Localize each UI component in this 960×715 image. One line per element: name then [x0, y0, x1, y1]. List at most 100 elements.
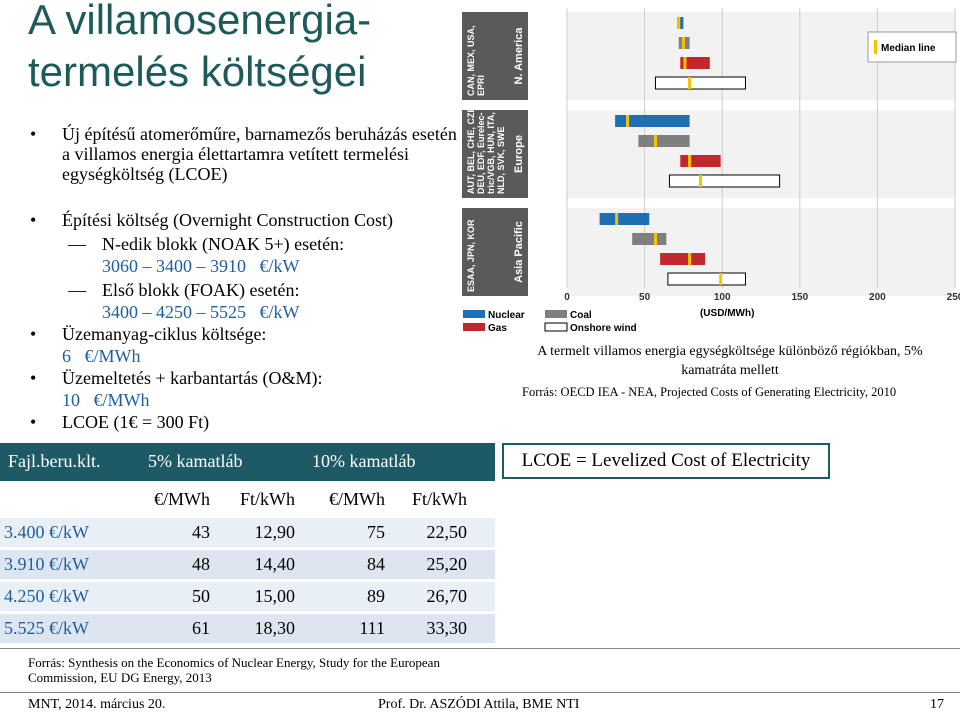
title-line: A villamosenergia-: [28, 0, 372, 43]
table-row-bg: [0, 614, 495, 643]
table-cell: 4.250 €/kW: [4, 586, 89, 606]
table-cell: 12,90: [254, 522, 296, 542]
median-line: [681, 37, 685, 49]
region-countries: AUT, BEL, CHE, CZE,: [466, 104, 476, 194]
region-name: Europe: [513, 135, 525, 173]
category-label: Onshore wind: [523, 77, 562, 99]
x-tick-label: 250: [947, 292, 960, 303]
category-label: Gas: [543, 56, 562, 67]
legend-swatch: [874, 40, 877, 54]
bullet-text: N-edik blokk (NOAK 5+) esetén:: [102, 234, 345, 254]
median-line: [698, 175, 702, 187]
dash: —: [68, 234, 86, 254]
lcoe-box: LCOE = Levelized Cost of Electricity: [502, 443, 830, 479]
legend-swatch: [544, 322, 568, 332]
range-bar: [615, 115, 690, 127]
category-label: Onshore wind: [523, 273, 562, 295]
table-cell: 3.400 €/kW: [4, 522, 89, 542]
median-line: [719, 273, 723, 285]
rule: [0, 692, 960, 693]
legend-box: [867, 31, 957, 63]
median-line: [615, 213, 619, 225]
table-cell: 89: [367, 586, 385, 606]
range-bar: [680, 155, 721, 167]
table-header-cell: Fajl.beru.klt.: [8, 451, 101, 471]
bullet-text: LCOE (1€ = 300 Ft): [62, 412, 210, 432]
region-countries: CAN, MEX, USA,: [466, 25, 476, 96]
bullet-value: 10 €/MWh: [62, 390, 150, 410]
range-bar: [599, 213, 650, 225]
chart: N. America CAN, MEX, USA, EPRI Europe AUT, B…: [462, 8, 960, 334]
range-bar: [638, 135, 690, 147]
table-cell: 43: [192, 522, 210, 542]
range-bar: [668, 174, 781, 188]
bullet-dot: •: [30, 210, 37, 230]
region-name: Asia Pacific: [513, 221, 525, 283]
bullet-text: Üzemanyag-ciklus költsége:: [62, 324, 267, 344]
table-row-bg: [0, 518, 495, 547]
rule: [0, 648, 960, 649]
region-countries: tric/VGB, HUN, ITA,: [486, 112, 496, 194]
table-cell: 5.525 €/kW: [4, 618, 89, 638]
median-line: [688, 253, 692, 265]
x-tick-label: 0: [564, 292, 570, 303]
table-cell: 48: [192, 554, 210, 574]
bullet-value: 3400 – 4250 – 5525 €/kW: [102, 302, 300, 322]
legend-swatch: [463, 310, 485, 318]
category-label: Nuclear: [527, 212, 562, 223]
table-unit: Ft/kWh: [411, 489, 467, 509]
table-cell: 50: [192, 586, 210, 606]
region-countries: DEU, EDF, Eurelec-: [476, 112, 486, 194]
table-cell: 15,00: [254, 586, 296, 606]
range-bar: [660, 253, 706, 265]
footer-center: Prof. Dr. ASZÓDI Attila, BME NTI: [378, 697, 580, 712]
category-label: Coal: [541, 134, 562, 145]
median-line: [688, 155, 692, 167]
table-cell: 84: [367, 554, 385, 574]
x-tick-label: 150: [791, 292, 808, 303]
region-band: [462, 110, 528, 198]
table-unit: Ft/kWh: [239, 489, 295, 509]
region-band: [462, 208, 528, 296]
table-row-bg: [0, 582, 495, 611]
table-header-cell: 5% kamatláb: [148, 451, 243, 471]
range-bar: [667, 272, 746, 286]
legend-label: Onshore wind: [570, 323, 637, 334]
category-label: Nuclear: [527, 16, 562, 27]
table-cell: 14,40: [254, 554, 296, 574]
table-unit: €/MWh: [329, 489, 385, 509]
bullet-text: Építési költség (Overnight Construction …: [62, 210, 393, 230]
bullet-dot: •: [30, 412, 37, 432]
chart-caption: A termelt villamos energia egységköltség…: [537, 344, 923, 378]
median-line: [683, 57, 687, 69]
median-line: [677, 17, 681, 29]
bullet-dot: •: [30, 124, 37, 144]
bullet-dot: •: [30, 324, 37, 344]
region-name: N. America: [513, 27, 525, 85]
category-label: Onshore wind: [523, 175, 562, 197]
bullet-text: Első blokk (FOAK) esetén:: [102, 280, 300, 300]
x-tick-label: 100: [714, 292, 731, 303]
title-line: termelés költségei: [28, 48, 367, 95]
table-header: [0, 443, 495, 481]
range-bar: [632, 233, 667, 245]
region-countries: NLD, SVK, SWE: [496, 126, 506, 194]
footer-left: MNT, 2014. március 20.: [28, 697, 166, 712]
category-label: Coal: [541, 232, 562, 243]
region-countries: EPRI: [476, 75, 486, 96]
table-header-cell: 10% kamatláb: [312, 451, 416, 471]
category-label: Nuclear: [527, 114, 562, 125]
table-cell: 18,30: [254, 618, 296, 638]
table-unit: €/MWh: [154, 489, 210, 509]
legend-label: Median line: [881, 43, 936, 54]
table-cell: 26,70: [426, 586, 468, 606]
category-label: Gas: [543, 154, 562, 165]
bullet-text: Üzemeltetés + karbantartás (O&M):: [62, 368, 323, 388]
median-line: [626, 115, 630, 127]
range-bar: [680, 57, 710, 69]
chart-source: Forrás: OECD IEA - NEA, Projected Costs …: [522, 385, 897, 399]
legend-swatch: [545, 310, 567, 318]
table-cell: 3.910 €/kW: [4, 554, 89, 574]
bullet-dot: •: [30, 368, 37, 388]
